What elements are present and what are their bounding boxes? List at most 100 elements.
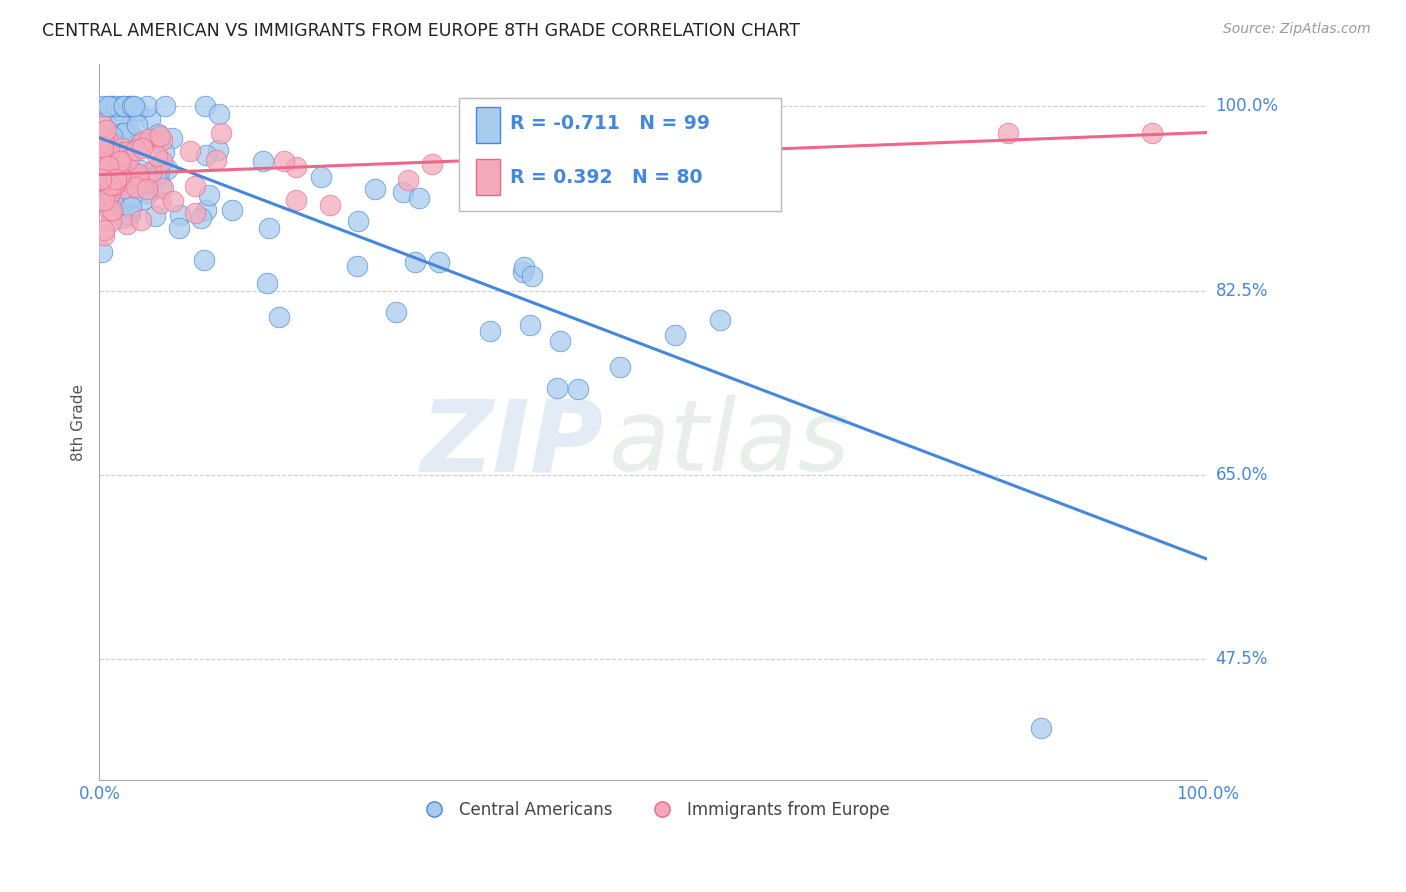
Point (709, 312, 731, 326)
Point (209, 127, 232, 141)
Point (91, 183, 114, 197)
Point (346, 259, 368, 273)
Point (90, 187, 112, 202)
Point (108, 115, 131, 129)
Point (546, 380, 568, 394)
Point (121, 99, 143, 113)
Point (90, 152, 112, 166)
Text: R = -0.711   N = 99: R = -0.711 N = 99 (510, 114, 710, 133)
Point (108, 127, 131, 141)
Point (143, 209, 166, 223)
Text: CENTRAL AMERICAN VS IMMIGRANTS FROM EUROPE 8TH GRADE CORRELATION CHART: CENTRAL AMERICAN VS IMMIGRANTS FROM EURO… (42, 22, 800, 40)
Point (1140, 126, 1163, 140)
Text: ZIP: ZIP (420, 395, 603, 492)
Point (93, 223, 115, 237)
Text: 47.5%: 47.5% (1216, 650, 1268, 668)
Point (150, 196, 173, 211)
Point (125, 118, 148, 132)
Point (101, 129, 124, 144)
Point (179, 145, 201, 159)
Point (427, 255, 450, 269)
Point (190, 211, 212, 225)
Point (121, 164, 143, 178)
Point (145, 162, 167, 177)
Point (309, 169, 332, 184)
Point (138, 132, 160, 146)
Point (112, 180, 135, 194)
Point (103, 147, 125, 161)
Legend: Central Americans, Immigrants from Europe: Central Americans, Immigrants from Europ… (411, 795, 897, 826)
Point (207, 143, 229, 157)
Point (100, 168, 122, 182)
Point (97, 194, 120, 208)
Point (112, 211, 135, 226)
Point (141, 165, 163, 179)
Point (285, 160, 308, 174)
Point (118, 207, 141, 221)
Point (145, 131, 167, 145)
Point (269, 310, 291, 325)
Point (364, 182, 387, 196)
Point (90, 171, 112, 186)
Text: 65.0%: 65.0% (1216, 466, 1268, 483)
Point (478, 324, 501, 338)
Point (420, 157, 443, 171)
Point (91, 169, 114, 183)
Point (98, 99, 121, 113)
Point (120, 99, 142, 113)
Point (169, 208, 191, 222)
Point (148, 164, 170, 178)
Point (221, 203, 243, 218)
Point (135, 182, 157, 196)
Point (120, 208, 142, 222)
Point (129, 212, 152, 227)
Point (115, 168, 138, 182)
Point (404, 255, 426, 269)
Point (519, 318, 541, 332)
Point (194, 99, 217, 113)
Point (96, 143, 118, 157)
Point (385, 305, 408, 319)
Point (194, 148, 217, 162)
Point (257, 221, 280, 235)
Point (346, 214, 368, 228)
Point (91, 119, 114, 133)
Point (162, 194, 184, 208)
Point (138, 186, 160, 201)
Point (408, 191, 430, 205)
Point (114, 145, 136, 160)
FancyBboxPatch shape (460, 98, 780, 211)
Point (252, 153, 274, 168)
Point (512, 265, 534, 279)
Point (117, 153, 139, 168)
Point (94, 115, 117, 129)
Point (114, 176, 136, 190)
Point (205, 153, 228, 168)
Point (105, 172, 128, 186)
Point (115, 123, 138, 137)
Point (520, 268, 543, 283)
Point (103, 99, 125, 113)
Point (98, 204, 121, 219)
Point (120, 200, 142, 214)
Point (136, 175, 159, 189)
Point (122, 99, 145, 113)
Point (132, 192, 155, 206)
Point (155, 99, 177, 113)
Point (609, 360, 631, 375)
Point (145, 170, 167, 185)
Point (112, 99, 135, 113)
Point (184, 206, 207, 220)
Point (1029, 721, 1052, 735)
Point (103, 165, 125, 179)
Point (100, 186, 122, 201)
Point (149, 178, 172, 193)
Point (93, 173, 115, 187)
Point (167, 221, 190, 235)
Point (318, 198, 340, 212)
Point (117, 167, 139, 181)
Point (153, 145, 176, 159)
Point (121, 188, 143, 202)
Point (108, 103, 131, 117)
Point (117, 169, 139, 184)
